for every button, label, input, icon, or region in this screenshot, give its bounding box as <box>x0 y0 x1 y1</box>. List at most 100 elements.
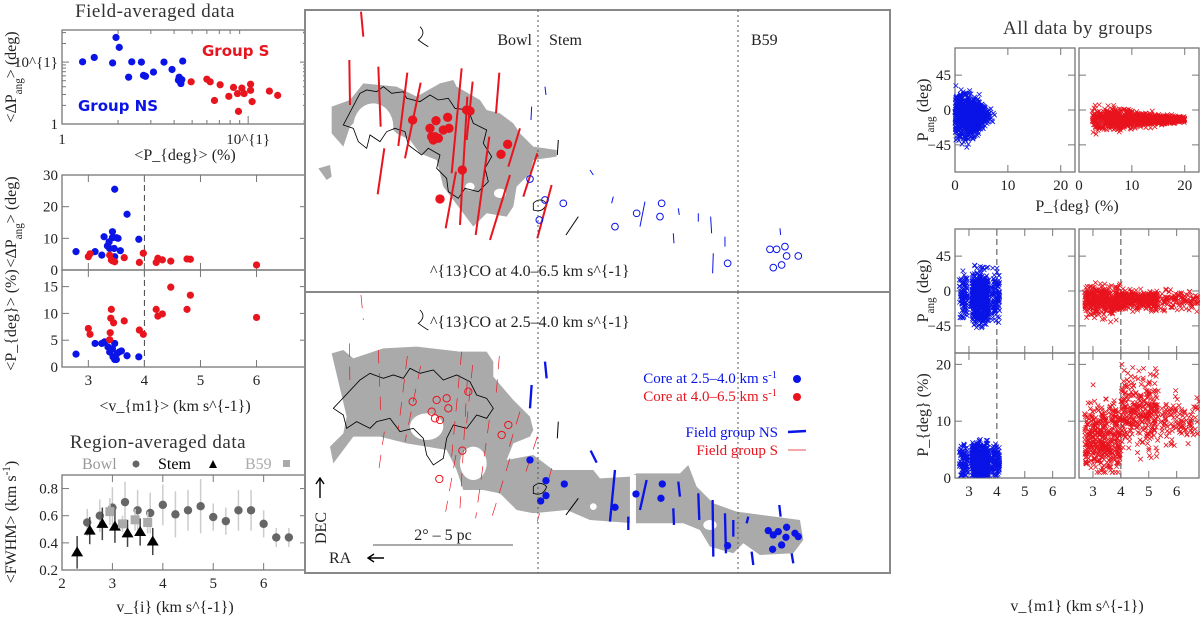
y-tick-label: 0 <box>944 284 952 300</box>
x-tick-label: 1 <box>58 132 66 148</box>
field-vector-s <box>451 351 462 457</box>
ra-arrow-icon <box>366 553 384 563</box>
data-point-pdeg-s <box>1144 440 1151 446</box>
field-vectors <box>348 294 802 566</box>
data-point-ns <box>965 119 971 125</box>
data-point-ns <box>960 107 966 113</box>
data-point-group-s <box>238 84 246 92</box>
data-point-group-s <box>252 313 261 322</box>
x-tick-label: 4 <box>1117 484 1125 500</box>
y-tick-label: 10 <box>43 231 58 247</box>
data-point-group-ns <box>90 53 98 62</box>
legend-stem-marker <box>209 460 217 468</box>
core-s <box>431 115 441 126</box>
data-point-ns <box>964 132 970 139</box>
field-vector-ns <box>697 493 701 521</box>
legend-stem: Stem <box>158 456 191 473</box>
field-vector-ns <box>611 196 614 204</box>
data-point-group-s <box>246 86 255 94</box>
region-stem-label: Stem <box>549 32 582 49</box>
data-point-pdeg-s <box>1159 428 1165 434</box>
x-tick-label: 6 <box>253 373 261 389</box>
data-point-pdeg-s <box>1134 441 1140 448</box>
core-s-outline <box>408 397 417 406</box>
data-point-pang-ns <box>990 265 996 271</box>
core-ns-outline <box>526 175 534 183</box>
data-point-group-ns <box>91 339 99 348</box>
group-ns-label: Group NS <box>78 97 158 115</box>
core-s-outline <box>497 430 506 440</box>
x-tick-label: 6 <box>1173 484 1181 500</box>
field-vector-ns <box>677 208 680 216</box>
data-point-group-s <box>274 91 282 99</box>
y-axis-label: <ΔPang> (deg) <box>3 31 25 122</box>
core-ns-outline <box>723 259 732 268</box>
x-tick-label: 2 <box>58 576 66 592</box>
data-point-ns <box>966 109 973 116</box>
data-point-group-s <box>152 305 160 313</box>
field-vector-ns <box>712 253 714 274</box>
data-point-ns <box>963 100 969 106</box>
data-point-group-s <box>120 317 128 325</box>
core-ns-outline <box>611 222 619 231</box>
data-point-pang-s <box>1113 317 1119 323</box>
field-vector-ns <box>677 481 682 497</box>
data-point-group-s <box>167 283 175 291</box>
field-vector-s <box>489 458 511 524</box>
data-point-ns <box>969 104 975 110</box>
data-point-group-s <box>86 330 94 338</box>
data-point-group-ns <box>72 248 80 256</box>
y-tick-label: −45 <box>928 138 951 154</box>
data-point-group-s <box>183 305 191 313</box>
data-point-pang-ns <box>991 272 997 278</box>
field-vector-s <box>377 431 385 478</box>
map-bottom-content <box>329 294 804 566</box>
data-point-ns <box>968 102 974 108</box>
data-point-group-ns <box>100 233 108 241</box>
core-ns <box>782 533 790 541</box>
y-tick-label: 0 <box>944 103 952 119</box>
core-s <box>444 123 454 133</box>
all-data-title: All data by groups <box>1003 18 1153 39</box>
field-vector-ns <box>589 169 594 176</box>
field-vector-s <box>507 128 521 167</box>
data-point-ns <box>972 124 978 130</box>
core-s-outline <box>444 404 453 413</box>
data-point-group-s <box>252 261 261 269</box>
data-point-pdeg-s <box>1147 371 1153 377</box>
field-vector-s <box>474 136 491 236</box>
data-point-ns <box>953 83 959 89</box>
data-point-ns <box>965 95 972 101</box>
field-vector-other <box>565 498 579 516</box>
core-s-outline <box>430 414 440 423</box>
group-s-label: Group S <box>202 42 269 60</box>
x-tick-label: 3 <box>109 576 117 592</box>
y-tick-label: 1 <box>51 117 59 133</box>
data-point-bowl <box>246 506 256 515</box>
data-point-pdeg-s <box>1173 388 1179 394</box>
map-top-panel: Bowl Stem B59 ^{13}CO at 4.0–6.5 km s^{-… <box>304 9 891 293</box>
plot-frame <box>1078 47 1200 173</box>
data-point-bowl <box>209 512 218 522</box>
data-point-group-ns <box>149 68 158 76</box>
data-point-group-ns <box>160 58 168 66</box>
map-top-frame <box>304 9 891 293</box>
data-point-group-s <box>206 78 214 86</box>
data-point-ns <box>956 132 963 138</box>
x-tick-label: 5 <box>1145 484 1153 500</box>
data-point-ns <box>961 121 967 127</box>
core-ns <box>542 476 550 485</box>
core-ns <box>536 497 545 505</box>
data-point-ns <box>978 104 984 110</box>
data-point-ns <box>976 91 982 97</box>
core-s-outline <box>442 394 451 403</box>
data-point-bowl <box>259 519 268 529</box>
core-s <box>502 139 513 149</box>
field-vector-s <box>489 174 511 241</box>
data-point-group-ns <box>112 33 120 42</box>
legend-bowl-marker <box>132 460 140 468</box>
bottom-map-caption: ^{13}CO at 2.5–4.0 km s^{-1} <box>430 314 630 331</box>
x-tick-label: 4 <box>159 576 167 592</box>
